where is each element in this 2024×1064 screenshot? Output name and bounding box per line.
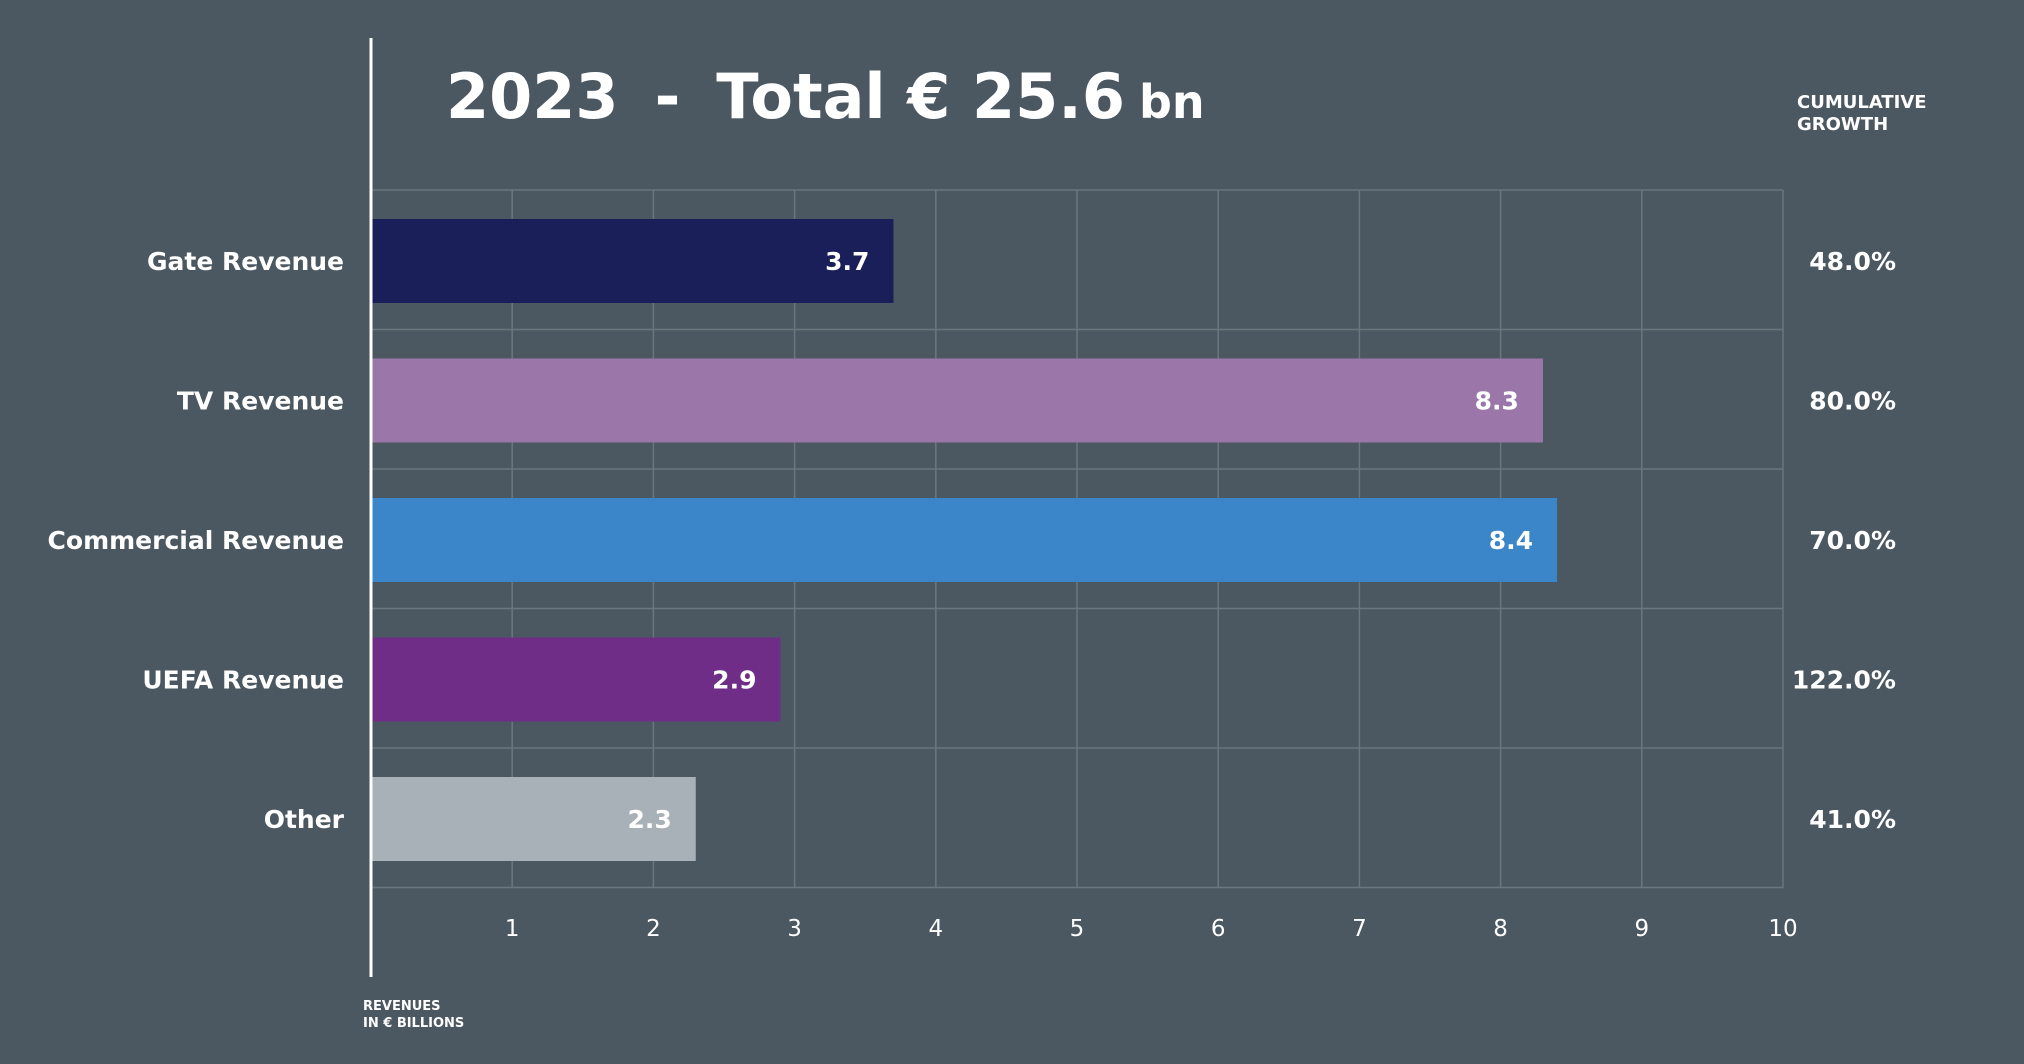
title-total-amount: € 25.6 <box>907 60 1125 133</box>
bar-commercial-revenue <box>371 498 1558 582</box>
title-year: 2023 <box>446 60 619 133</box>
bar-other <box>371 777 696 861</box>
title-total-prefix: Total <box>716 60 886 133</box>
x-tick-label: 10 <box>1768 916 1797 942</box>
category-label: Gate Revenue <box>147 247 344 276</box>
x-tick-label: 7 <box>1352 916 1367 942</box>
bar-value-label: 2.9 <box>712 666 756 695</box>
x-tick-label: 6 <box>1211 916 1226 942</box>
title-separator: - <box>654 60 681 133</box>
category-label: Other <box>264 805 345 834</box>
cumulative-growth-value: 41.0% <box>1809 805 1896 834</box>
axis-unit-note-line1: REVENUES <box>363 999 441 1014</box>
bar-tv-revenue <box>371 358 1543 443</box>
bar-gate-revenue <box>371 219 894 303</box>
bar-value-label: 3.7 <box>825 247 869 276</box>
category-label: TV Revenue <box>177 387 344 416</box>
x-tick-label: 2 <box>646 916 661 942</box>
category-label: UEFA Revenue <box>142 666 344 695</box>
cumulative-growth-value: 70.0% <box>1809 526 1896 555</box>
x-tick-label: 5 <box>1070 916 1085 942</box>
cumulative-growth-heading: CUMULATIVE GROWTH <box>1797 92 1927 136</box>
x-tick-label: 9 <box>1634 916 1649 942</box>
bar-uefa-revenue <box>371 637 781 722</box>
axis-unit-note-line2: IN € BILLIONS <box>363 1016 465 1031</box>
x-tick-label: 1 <box>505 916 520 942</box>
bar-value-label: 2.3 <box>627 805 671 834</box>
cumulative-growth-heading-line1: CUMULATIVE <box>1797 92 1927 113</box>
cumulative-growth-value: 80.0% <box>1809 387 1896 416</box>
chart-title: 2023- Total € 25.6 bn <box>446 66 1205 128</box>
cumulative-growth-value: 122.0% <box>1792 666 1896 695</box>
x-tick-label: 4 <box>928 916 943 942</box>
bar-value-label: 8.4 <box>1489 526 1533 555</box>
axis-unit-note: REVENUES IN € BILLIONS <box>363 998 464 1032</box>
x-tick-label: 8 <box>1493 916 1508 942</box>
title-total-unit: bn <box>1138 75 1205 129</box>
category-label: Commercial Revenue <box>48 526 344 555</box>
cumulative-growth-value: 48.0% <box>1809 247 1896 276</box>
bar-value-label: 8.3 <box>1475 387 1519 416</box>
x-tick-label: 3 <box>787 916 802 942</box>
cumulative-growth-heading-line2: GROWTH <box>1797 114 1889 135</box>
